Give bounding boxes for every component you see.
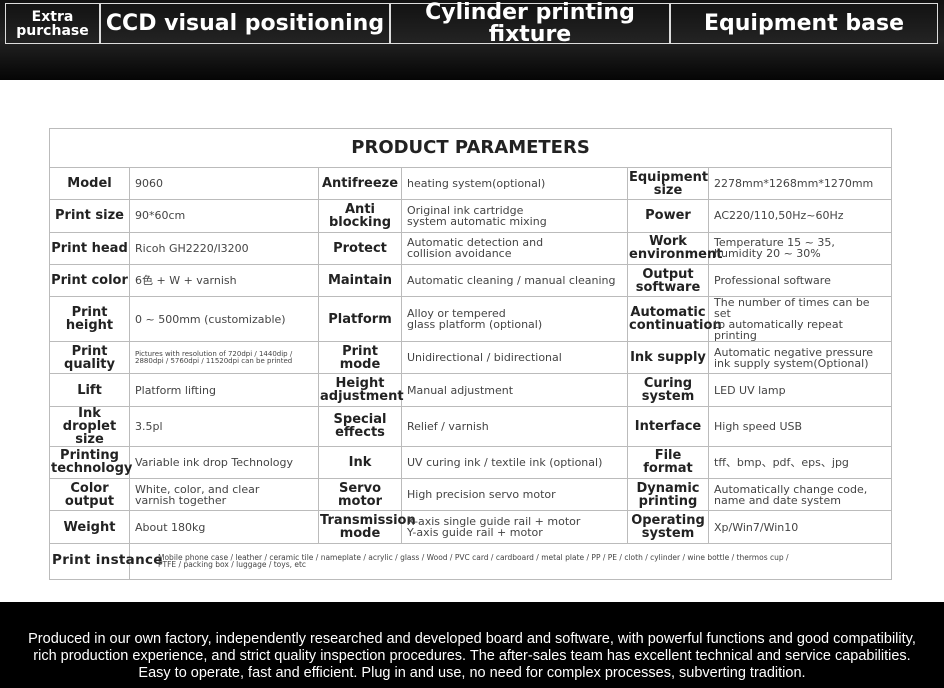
param-label: Height adjustment bbox=[318, 373, 404, 407]
param-value: Manual adjustment bbox=[401, 373, 628, 407]
param-value: 0 ~ 500mm (customizable) bbox=[129, 296, 319, 343]
param-label: Lift bbox=[49, 373, 130, 407]
param-value: Automatically change code, name and date… bbox=[707, 478, 893, 512]
param-value: Xp/Win7/Win10 bbox=[707, 510, 893, 544]
param-label: Power bbox=[627, 199, 709, 233]
param-value: Automatic detection and collision avoida… bbox=[401, 231, 628, 265]
footer-line: rich production experience, and strict q… bbox=[33, 648, 911, 664]
param-label: Servo motor bbox=[318, 478, 402, 512]
table-row: Print head Ricoh GH2220/I3200 Protect Autom… bbox=[49, 231, 893, 265]
footer-line: Easy to operate, fast and efficient. Plu… bbox=[138, 665, 806, 681]
param-value: 9060 bbox=[129, 166, 319, 201]
param-label: Transmission mode bbox=[318, 510, 416, 544]
parameter-table: PRODUCT PARAMETERS Model 9060 Antifreeze he… bbox=[48, 128, 893, 580]
param-label: Maintain bbox=[318, 263, 402, 298]
param-label: Print size bbox=[49, 199, 130, 233]
param-label: Equipment size bbox=[627, 166, 709, 201]
tab[interactable]: Equipment base bbox=[670, 3, 938, 44]
param-label: Curing system bbox=[627, 373, 709, 407]
param-label: Print head bbox=[49, 231, 130, 265]
param-label: Ink bbox=[318, 445, 402, 480]
param-label: Ink supply bbox=[627, 341, 709, 375]
param-label: Print color bbox=[49, 263, 130, 298]
footer-line: Produced in our own factory, independent… bbox=[28, 631, 916, 647]
param-value: Original ink cartridge system automatic … bbox=[401, 199, 628, 233]
param-label: Automatic continuation bbox=[627, 296, 722, 343]
param-label: Ink droplet size bbox=[49, 405, 130, 447]
param-label: Print height bbox=[49, 296, 130, 343]
param-value: Automatic negative pressure ink supply s… bbox=[707, 341, 893, 375]
table-row: Weight About 180kg Transmission mode X-axis… bbox=[49, 510, 893, 544]
tab[interactable]: Cylinder printing fixture bbox=[390, 1, 670, 45]
param-value: AC220/110,50Hz~60Hz bbox=[707, 199, 893, 233]
param-label: Special effects bbox=[318, 405, 402, 447]
param-label: Protect bbox=[318, 231, 402, 265]
param-value: 6色 + W + varnish bbox=[129, 263, 319, 298]
param-label: File format bbox=[627, 445, 709, 480]
param-value: heating system(optional) bbox=[401, 166, 628, 201]
param-value: Platform lifting bbox=[129, 373, 319, 407]
param-value: UV curing ink / textile ink (optional) bbox=[401, 445, 628, 480]
param-value: 3.5pl bbox=[129, 405, 319, 447]
param-value: About 180kg bbox=[129, 510, 319, 544]
param-value: High precision servo motor bbox=[401, 478, 628, 512]
param-label: Platform bbox=[318, 296, 402, 343]
param-label: Color output bbox=[49, 478, 130, 512]
param-label: Model bbox=[49, 166, 130, 201]
param-value: Unidirectional / bidirectional bbox=[401, 341, 628, 375]
table-row: Print size 90*60cm Anti blocking Original i… bbox=[49, 199, 893, 233]
param-value: Ricoh GH2220/I3200 bbox=[129, 231, 319, 265]
footer: Produced in our own factory, independent… bbox=[0, 602, 944, 688]
param-value: Temperature 15 ~ 35, humidity 20 ~ 30% bbox=[707, 231, 893, 265]
table-row: Printing technology Variable ink drop Tec… bbox=[49, 445, 893, 480]
param-value: Relief / varnish bbox=[401, 405, 628, 447]
param-label: Antifreeze bbox=[318, 166, 402, 201]
table-row: Model 9060 Antifreeze heating system(option… bbox=[49, 166, 893, 201]
table-row: Lift Platform lifting Height adjustment Man… bbox=[49, 373, 893, 407]
param-value: Automatic cleaning / manual cleaning bbox=[401, 263, 628, 298]
param-value: Variable ink drop Technology bbox=[129, 445, 319, 480]
param-label: Operating system bbox=[627, 510, 709, 544]
param-label: Anti blocking bbox=[318, 199, 402, 233]
table-row: Print instance Mobile phone case / leathe… bbox=[49, 542, 893, 580]
table-row: Ink droplet size 3.5pl Special effects Reli… bbox=[49, 405, 893, 447]
param-value: The number of times can be set to automa… bbox=[707, 296, 893, 343]
param-value: White, color, and clear varnish together bbox=[129, 478, 319, 512]
table-row: Print quality Pictures with resolution of… bbox=[49, 341, 893, 375]
param-label: Print mode bbox=[318, 341, 402, 375]
param-value: Alloy or tempered glass platform (option… bbox=[401, 296, 628, 343]
param-value: 2278mm*1268mm*1270mm bbox=[707, 166, 893, 201]
param-label: Print quality bbox=[49, 341, 130, 375]
table-row: Print color 6色 + W + varnish Maintain Autom… bbox=[49, 263, 893, 298]
table-title: PRODUCT PARAMETERS bbox=[48, 128, 893, 168]
param-value: X-axis single guide rail + motor Y-axis … bbox=[401, 510, 628, 544]
param-value: tff、bmp、pdf、eps、jpg bbox=[707, 445, 893, 480]
table-row: Print height 0 ~ 500mm (customizable) Plat… bbox=[49, 296, 893, 343]
param-value: Professional software bbox=[707, 263, 893, 298]
param-value: Mobile phone case / leather / ceramic ti… bbox=[128, 542, 893, 580]
param-label: Dynamic printing bbox=[627, 478, 709, 512]
param-label: Printing technology bbox=[49, 445, 132, 480]
tab[interactable]: Extra purchase bbox=[5, 3, 100, 44]
top-banner bbox=[0, 0, 944, 80]
param-label: Weight bbox=[49, 510, 130, 544]
param-value: 90*60cm bbox=[129, 199, 319, 233]
table-row: Color output White, color, and clear varn… bbox=[49, 478, 893, 512]
param-label: Interface bbox=[627, 405, 709, 447]
param-value: High speed USB bbox=[707, 405, 893, 447]
tab[interactable]: CCD visual positioning bbox=[100, 3, 390, 44]
param-label: Print instance bbox=[49, 542, 162, 580]
param-label: Work environment bbox=[627, 231, 722, 265]
param-value: LED UV lamp bbox=[707, 373, 893, 407]
param-label: Output software bbox=[627, 263, 709, 298]
param-value: Pictures with resolution of 720dpi / 144… bbox=[129, 341, 319, 375]
